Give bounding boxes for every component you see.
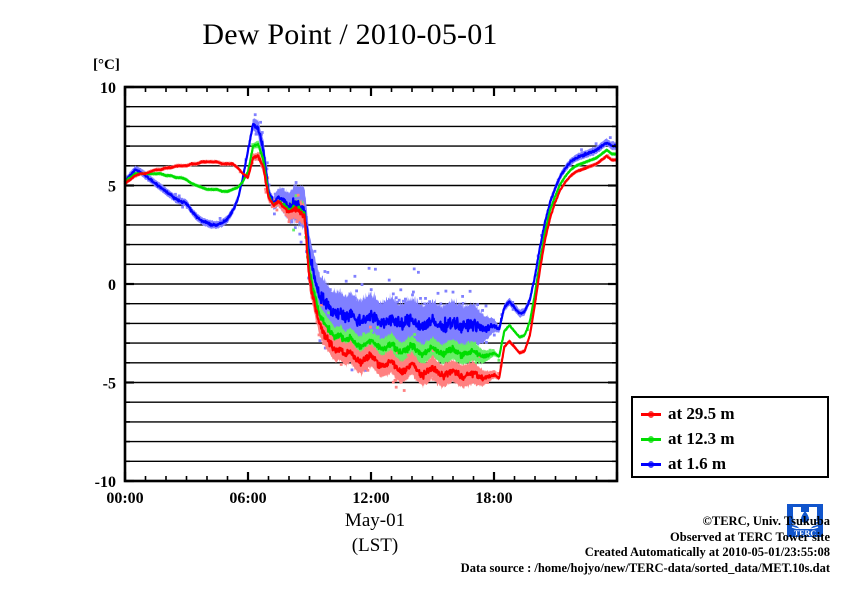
y-tick-label: 0 (108, 277, 116, 294)
x-tick-label: 06:00 (229, 490, 266, 507)
footer-line-observed: Observed at TERC Tower site (670, 529, 830, 544)
legend-swatch-blue (641, 460, 661, 468)
axis-ticks (123, 85, 619, 483)
x-tick-label: 18:00 (475, 490, 512, 507)
y-axis-tick-labels: 10 5 0 -5 -10 (95, 80, 116, 491)
terc-logo-text: TERC (794, 529, 816, 537)
y-axis-unit-label: [°C] (93, 57, 120, 73)
y-tick-label: -5 (103, 376, 116, 393)
footer-line-source: Data source : /home/hojyo/new/TERC-data/… (460, 560, 830, 575)
legend-label: at 1.6 m (668, 454, 727, 473)
terc-logo: TERC (787, 504, 823, 537)
y-tick-label: -10 (95, 474, 116, 491)
line-at-1-6-m (123, 123, 619, 334)
data-series-layer (123, 113, 619, 392)
line-at-12-3-m (123, 143, 619, 360)
x-tick-label: 00:00 (106, 490, 143, 507)
x-axis-subtitle: (LST) (351, 535, 399, 556)
x-tick-label: 12:00 (352, 490, 389, 507)
legend-swatch-red (641, 410, 661, 418)
legend: at 29.5 m at 12.3 m at 1.6 m (631, 396, 829, 478)
footer-line-copyright: ©TERC, Univ. Tsukuba (702, 514, 830, 528)
legend-item-at-29-5-m[interactable]: at 29.5 m (641, 403, 735, 425)
page-title: Dew Point / 2010-05-01 (202, 18, 498, 51)
legend-item-at-12-3-m[interactable]: at 12.3 m (641, 428, 735, 450)
x-axis-title: May-01 (344, 510, 406, 531)
legend-label: at 12.3 m (668, 429, 735, 448)
gridlines (125, 105, 617, 462)
y-tick-label: 5 (108, 179, 116, 196)
legend-label: at 29.5 m (668, 404, 735, 423)
footer-line-created: Created Automatically at 2010-05-01/23:5… (584, 545, 830, 559)
legend-swatch-green (641, 435, 661, 443)
y-tick-label: 10 (100, 80, 116, 97)
legend-item-at-1-6-m[interactable]: at 1.6 m (641, 453, 726, 475)
footer-credits: ©TERC, Univ. Tsukuba Observed at TERC To… (310, 514, 830, 576)
x-axis-tick-labels: 00:00 06:00 12:00 18:00 (106, 490, 512, 507)
line-at-29-5-m (123, 154, 619, 382)
